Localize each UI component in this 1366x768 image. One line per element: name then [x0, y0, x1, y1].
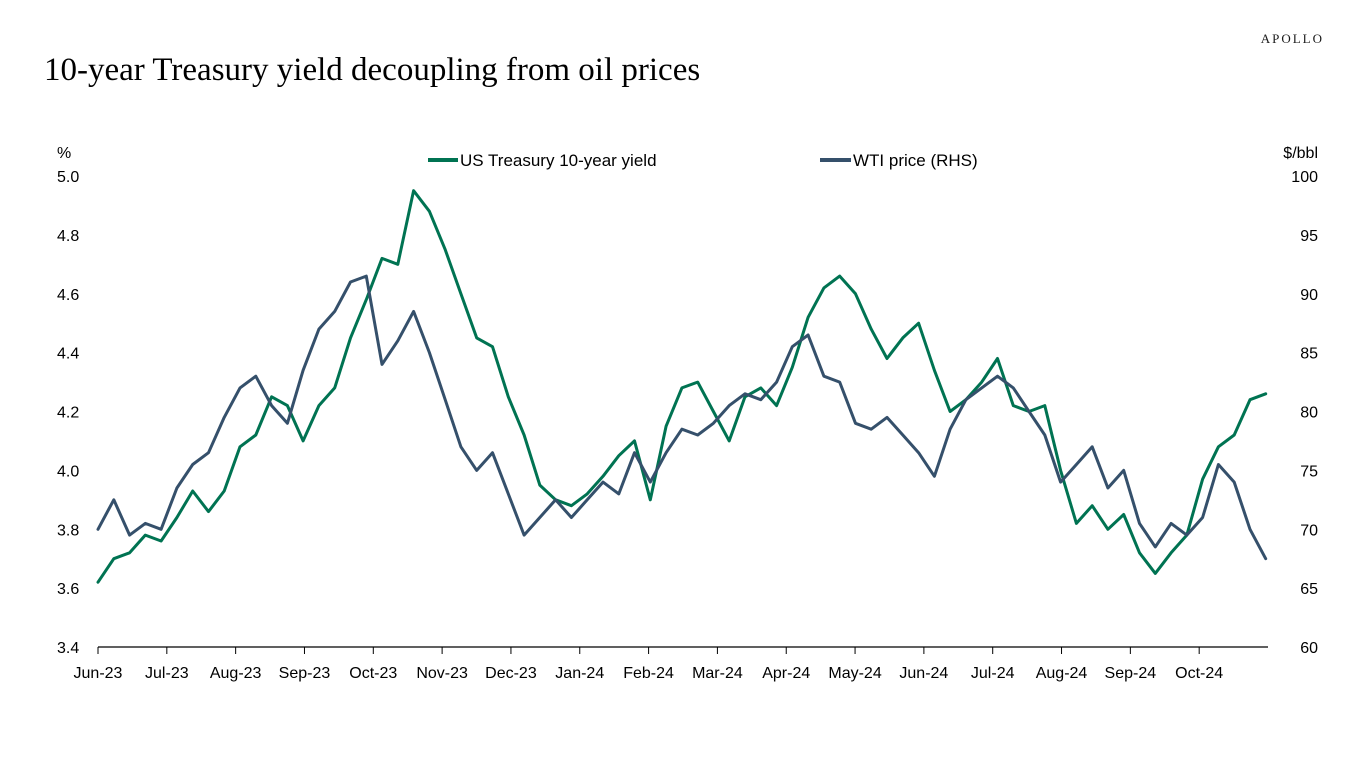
- right-axis-unit-label: $/bbl: [1283, 145, 1318, 162]
- y-left-tick-label: 3.6: [57, 581, 79, 598]
- y-right-tick-label: 95: [1300, 228, 1318, 245]
- y-right-tick-label: 70: [1300, 522, 1318, 539]
- series-lines: [96, 189, 1268, 584]
- x-tick-label: Dec-23: [485, 665, 537, 682]
- y-right-tick-label: 75: [1300, 463, 1318, 480]
- legend-label-yield: US Treasury 10-year yield: [460, 151, 657, 170]
- y-left-tick-label: 5.0: [57, 169, 79, 186]
- x-tick-label: May-24: [828, 665, 881, 682]
- x-tick-label: Aug-23: [210, 665, 262, 682]
- left-axis-unit-label: %: [57, 145, 71, 162]
- x-tick-label: Sep-23: [279, 665, 331, 682]
- x-tick-label: Nov-23: [416, 665, 468, 682]
- y-left-tick-label: 4.8: [57, 228, 79, 245]
- y-left-tick-label: 3.4: [57, 640, 79, 657]
- x-tick-label: Jun-23: [74, 665, 123, 682]
- x-tick-label: Jul-24: [971, 665, 1015, 682]
- x-tick-label: Feb-24: [623, 665, 674, 682]
- x-tick-label: Jul-23: [145, 665, 189, 682]
- x-tick-label: Jun-24: [899, 665, 948, 682]
- brand-logo: APOLLO: [1260, 31, 1324, 46]
- x-tick-label: Apr-24: [762, 665, 810, 682]
- y-right-tick-label: 100: [1291, 169, 1318, 186]
- x-tick-label: Aug-24: [1036, 665, 1088, 682]
- y-left-tick-label: 4.6: [57, 287, 79, 304]
- legend: US Treasury 10-year yield WTI price (RHS…: [428, 151, 978, 170]
- series-line-wti-price: [96, 274, 1268, 561]
- chart-title: 10-year Treasury yield decoupling from o…: [44, 52, 701, 88]
- y-left-tick-label: 3.8: [57, 522, 79, 539]
- y-left-tick-label: 4.2: [57, 405, 79, 422]
- x-tick-label: Oct-24: [1175, 665, 1223, 682]
- y-left-tick-label: 4.0: [57, 463, 79, 480]
- y-right-tick-label: 60: [1300, 640, 1318, 657]
- x-tick-label: Mar-24: [692, 665, 743, 682]
- legend-label-wti: WTI price (RHS): [853, 151, 978, 170]
- y-right-tick-label: 65: [1300, 581, 1318, 598]
- axes: Jun-23 Jul-23 Aug-23 Sep-23 Oct-23 Nov-23 Dec-…: [57, 169, 1318, 682]
- y-left-tick-label: 4.4: [57, 346, 79, 363]
- x-tick-label: Jan-24: [555, 665, 604, 682]
- y-right-tick-label: 80: [1300, 405, 1318, 422]
- series-line-treasury-yield: [96, 189, 1268, 584]
- y-right-tick-label: 90: [1300, 287, 1318, 304]
- y-right-tick-label: 85: [1300, 346, 1318, 363]
- x-tick-label: Oct-23: [349, 665, 397, 682]
- x-tick-label: Sep-24: [1105, 665, 1157, 682]
